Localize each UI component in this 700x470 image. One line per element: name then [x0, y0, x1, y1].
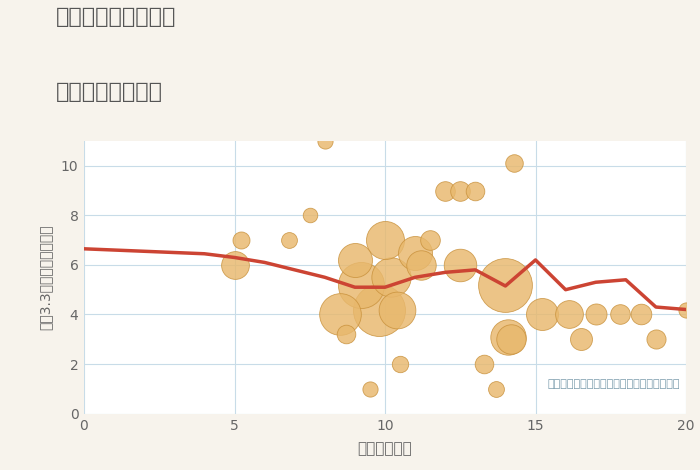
X-axis label: 駅距離（分）: 駅距離（分） [358, 441, 412, 456]
Point [235, 236, 246, 244]
Text: 埼玉県行田市谷郷の: 埼玉県行田市谷郷の [56, 7, 176, 27]
Point [536, 311, 547, 318]
Point [416, 261, 427, 269]
Point [335, 311, 346, 318]
Point [509, 159, 520, 167]
Point [470, 187, 481, 194]
Point [304, 212, 315, 219]
Text: 円の大きさは、取引のあった物件面積を示す: 円の大きさは、取引のあった物件面積を示す [548, 379, 680, 389]
Point [379, 236, 391, 244]
Point [283, 236, 294, 244]
Point [455, 187, 466, 194]
Y-axis label: 坪（3.3㎡）単価（万円）: 坪（3.3㎡）単価（万円） [38, 225, 52, 330]
Point [614, 311, 625, 318]
Point [590, 311, 601, 318]
Point [386, 274, 397, 281]
Point [563, 311, 574, 318]
Point [680, 306, 692, 313]
Point [636, 311, 647, 318]
Point [340, 330, 351, 338]
Point [455, 261, 466, 269]
Point [410, 249, 421, 256]
Point [503, 333, 514, 341]
Point [479, 360, 490, 368]
Point [575, 336, 587, 343]
Point [364, 385, 375, 392]
Point [356, 281, 367, 289]
Point [229, 261, 240, 269]
Point [349, 256, 360, 264]
Point [319, 137, 330, 145]
Point [506, 336, 517, 343]
Point [500, 281, 511, 289]
Point [424, 236, 435, 244]
Point [491, 385, 502, 392]
Point [373, 306, 384, 313]
Text: 駅距離別土地価格: 駅距離別土地価格 [56, 82, 163, 102]
Point [650, 336, 662, 343]
Point [440, 187, 451, 194]
Point [391, 306, 402, 313]
Point [395, 360, 406, 368]
